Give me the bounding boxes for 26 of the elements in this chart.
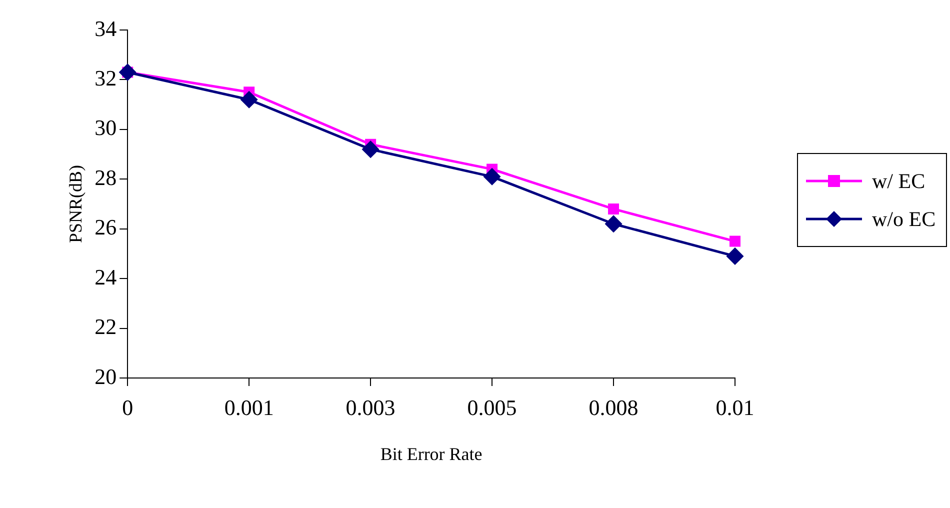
x-tick-label: 0: [122, 394, 134, 420]
point: [605, 216, 622, 232]
y-tick-label: 26: [94, 214, 117, 240]
point: [484, 168, 500, 185]
y-tick-label: 22: [94, 314, 117, 340]
point: [362, 141, 379, 158]
x-tick-label: 0.008: [588, 394, 638, 420]
point: [726, 248, 744, 264]
y-tick-label: 24: [94, 264, 117, 290]
y-tick-label: 28: [94, 164, 117, 190]
legend-label: w/o EC: [872, 206, 936, 232]
y-tick-label: 32: [94, 65, 117, 90]
x-tick-label: 0.003: [346, 394, 396, 420]
x-axis-title: Bit Error Rate: [380, 444, 482, 464]
point: [240, 91, 258, 108]
x-tick-label: 0.01: [716, 394, 754, 420]
point: [730, 236, 740, 247]
x-tick-label: 0.005: [467, 394, 517, 420]
y-tick-label: 34: [94, 16, 117, 41]
y-tick-label: 20: [94, 364, 117, 389]
x-tick-label: 0.001: [224, 394, 274, 420]
y-tick-label: 30: [94, 115, 117, 140]
legend-label: w/ EC: [872, 168, 926, 194]
point: [119, 64, 136, 81]
y-axis-title: PSNR(dB): [66, 164, 86, 244]
point: [608, 203, 620, 214]
